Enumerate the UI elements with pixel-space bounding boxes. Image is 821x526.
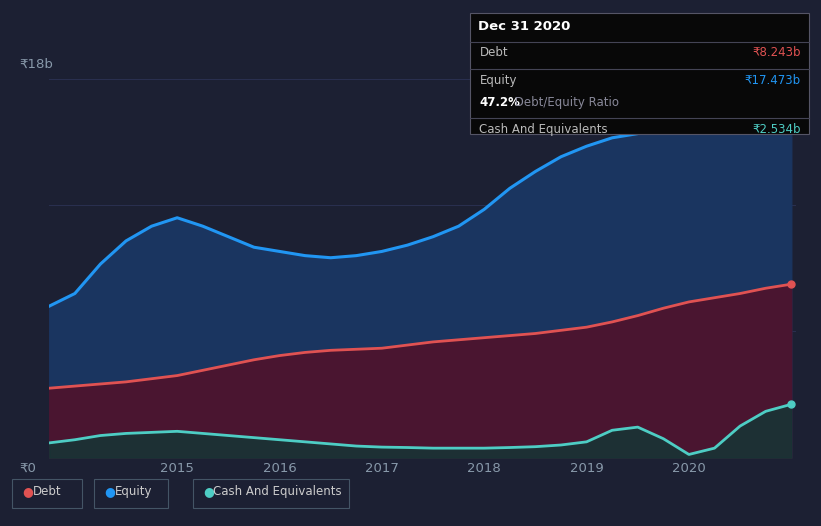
Text: ●: ●	[22, 485, 33, 498]
Text: ●: ●	[104, 485, 115, 498]
Text: ₹2.534b: ₹2.534b	[752, 123, 800, 136]
Text: ₹0: ₹0	[20, 461, 36, 474]
Text: ₹17.473b: ₹17.473b	[745, 74, 800, 87]
Text: Debt/Equity Ratio: Debt/Equity Ratio	[511, 96, 619, 109]
Text: Dec 31 2020: Dec 31 2020	[478, 20, 571, 33]
Text: Cash And Equivalents: Cash And Equivalents	[213, 485, 342, 498]
Text: Debt: Debt	[33, 485, 62, 498]
Text: Cash And Equivalents: Cash And Equivalents	[479, 123, 608, 136]
Text: ₹8.243b: ₹8.243b	[752, 46, 800, 59]
Text: Debt: Debt	[479, 46, 508, 59]
Text: Equity: Equity	[479, 74, 517, 87]
Text: Equity: Equity	[115, 485, 153, 498]
Text: 47.2%: 47.2%	[479, 96, 521, 109]
Text: ₹18b: ₹18b	[20, 58, 53, 72]
Text: ●: ●	[203, 485, 213, 498]
